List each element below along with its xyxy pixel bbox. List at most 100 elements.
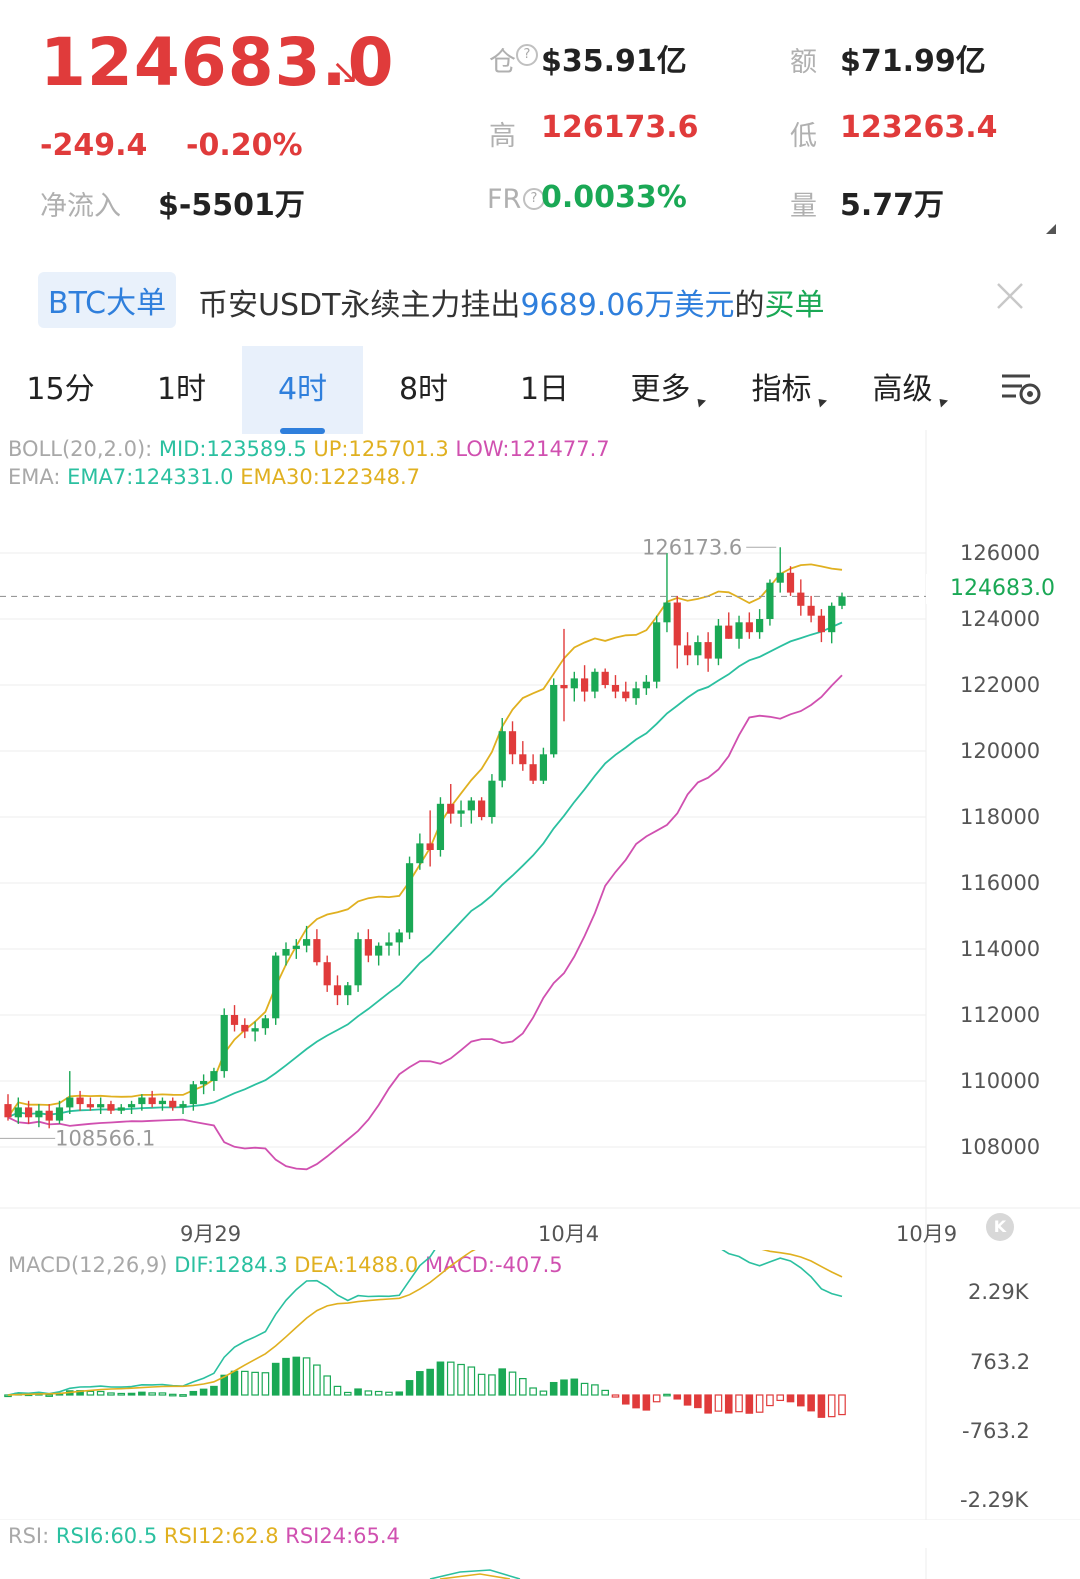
candle-body [220, 1015, 228, 1072]
macd-bar [632, 1394, 640, 1409]
down-arrow-icon: ↘ [331, 52, 360, 92]
candle-body [663, 602, 671, 623]
rsi-chart[interactable] [0, 1548, 1080, 1579]
tab-1h[interactable]: 1时 [156, 372, 207, 407]
funding-rate-value: 0.0033% [541, 180, 687, 215]
candle-body [24, 1107, 33, 1118]
candle-body [519, 754, 527, 765]
candle-body [364, 939, 372, 956]
candle-body [807, 605, 815, 616]
open-interest-label: 仓 [489, 47, 516, 78]
candle-body [694, 642, 702, 656]
macd-dea: DEA:1488.0 [294, 1253, 419, 1277]
macd-bar [549, 1381, 558, 1396]
macd-bar [302, 1357, 311, 1396]
volume-label: 量 [790, 191, 817, 222]
candle-body [467, 800, 475, 811]
price-change: -249.4 [40, 128, 148, 163]
last-price-tag-text: 124683.0 [950, 576, 1055, 601]
macd-chart[interactable] [0, 1250, 1080, 1520]
macd-bar [498, 1368, 507, 1396]
macd-bar [343, 1391, 352, 1396]
macd-bar [416, 1371, 424, 1396]
candle-body [179, 1104, 187, 1108]
candle-body [86, 1104, 94, 1108]
funding-rate-label: FR [487, 184, 522, 215]
tab-1d[interactable]: 1日 [519, 372, 570, 407]
candlestick-chart[interactable]: 126173.6 108566.1 [0, 430, 1080, 1250]
candle-body [313, 939, 321, 963]
macd-dif-line [7, 1250, 843, 1396]
chart-settings-icon[interactable] [998, 370, 1044, 410]
high-marker-label: 126173.6 [642, 535, 742, 559]
candle-body [580, 678, 589, 692]
macd-bar [817, 1394, 826, 1418]
candle-body [210, 1071, 218, 1081]
macd-bar [96, 1390, 105, 1396]
boll-legend: BOLL(20,2.0): MID:123589.5 UP:125701.3 L… [8, 437, 610, 461]
candle-body [436, 803, 445, 850]
active-tab-indicator [280, 428, 325, 434]
price-change-pct: -0.20% [186, 128, 303, 163]
candle-body [272, 955, 280, 1019]
macd-bar [148, 1392, 156, 1396]
boll-mid-line [7, 621, 843, 1119]
help-icon[interactable]: ? [523, 188, 545, 210]
candle-body [632, 688, 640, 699]
macd-bar [313, 1364, 321, 1396]
x-tick-label: 10月4 [538, 1222, 600, 1246]
macd-bar [621, 1394, 630, 1405]
candle-body [45, 1110, 53, 1121]
macd-bar [333, 1385, 342, 1396]
scroll-to-latest-icon[interactable]: K [986, 1213, 1014, 1241]
candle-body [385, 942, 393, 946]
y-tick-label: 112000 [960, 1003, 1041, 1027]
macd-bar [683, 1394, 692, 1406]
tab-4h[interactable]: 4时 [242, 346, 363, 434]
x-tick-label: 9月29 [180, 1222, 242, 1246]
macd-bar [560, 1379, 568, 1396]
macd-bar [426, 1368, 434, 1396]
banner-tag[interactable]: BTC大单 [38, 272, 177, 328]
candle-body [200, 1081, 208, 1085]
tab-8h[interactable]: 8时 [398, 372, 449, 407]
volume-value: 5.77万 [840, 188, 945, 223]
candle-body [570, 678, 578, 689]
low-marker-label: 108566.1 [55, 1126, 155, 1150]
tab-more[interactable]: 更多 [607, 346, 728, 434]
tab-indicators[interactable]: 指标 [728, 346, 849, 434]
close-icon[interactable] [994, 280, 1026, 312]
candle-body [97, 1104, 105, 1108]
macd-bar [220, 1374, 229, 1396]
candle-body [4, 1104, 12, 1118]
macd-bar [436, 1361, 445, 1396]
candle-body [354, 939, 362, 986]
macd-dea-line [7, 1250, 843, 1396]
candle-body [591, 671, 599, 692]
tab-advanced-label: 高级 [872, 372, 933, 407]
candle-body [230, 1015, 239, 1025]
macd-bar [117, 1392, 126, 1396]
rsi12: RSI12:62.8 [163, 1524, 279, 1548]
macd-bar [251, 1371, 259, 1396]
macd-bar [261, 1372, 270, 1396]
candle-body [66, 1097, 74, 1108]
expand-corner-icon[interactable] [1046, 224, 1056, 234]
candle-body [725, 625, 733, 639]
candle-body [395, 932, 403, 943]
candle-body [756, 619, 764, 633]
macd-bar [652, 1394, 661, 1403]
rsi-name: RSI: [8, 1524, 50, 1548]
candle-body [735, 622, 743, 639]
macd-bar [395, 1391, 404, 1396]
macd-bar [86, 1390, 95, 1396]
rsi24: RSI24:65.4 [285, 1524, 400, 1548]
tab-15m[interactable]: 15分 [26, 372, 95, 407]
help-icon[interactable]: ? [516, 44, 538, 66]
tab-advanced[interactable]: 高级 [849, 346, 970, 434]
boll-lower-line [7, 674, 843, 1171]
caret-icon [935, 395, 948, 408]
macd-bar [807, 1394, 815, 1412]
banner-message[interactable]: 币安USDT永续主力挂出9689.06万美元的买单 [198, 280, 825, 324]
candle-body [344, 985, 352, 996]
